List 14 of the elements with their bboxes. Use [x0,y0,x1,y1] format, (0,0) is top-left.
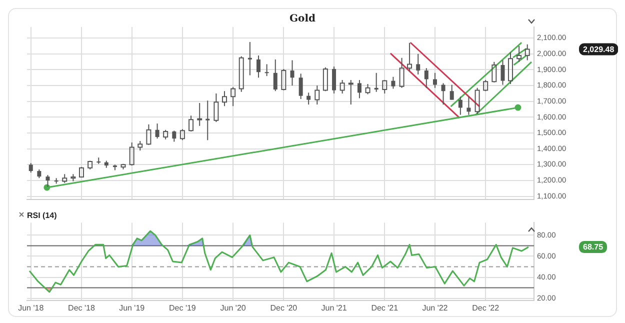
x-tick-label: Jun '18 [18,303,44,312]
x-tick-label: Jun '22 [422,303,448,312]
text: 68.75 [583,242,604,252]
x-tick-label: Dec '21 [371,303,399,312]
chart-title: Gold [289,14,316,25]
text: 2,029.48 [583,44,615,54]
x-tick-label: Dec '19 [169,303,196,312]
x-tick-label: Jun '21 [321,303,348,312]
chart-title: RSI (14) [27,211,58,220]
x-tick-label: Jun '20 [220,303,246,312]
x-tick-label: Dec '20 [270,303,298,312]
x-tick-label: Dec '18 [68,303,96,312]
x-tick-label: Dec '22 [472,303,500,312]
x-tick-label: Jun '19 [119,303,146,312]
